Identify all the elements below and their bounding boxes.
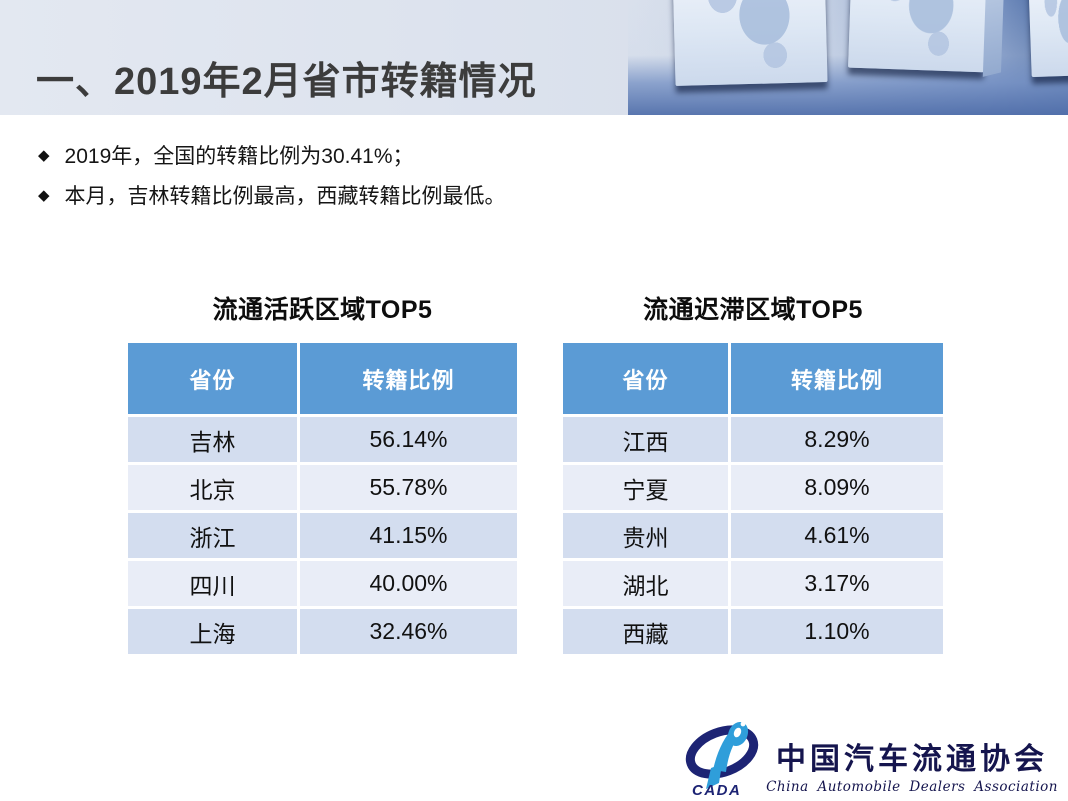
- column-header-ratio: 转籍比例: [731, 343, 943, 414]
- logo-name-english: China Automobile Dealers Association: [766, 779, 1058, 795]
- diamond-bullet-icon: ◆: [38, 147, 50, 164]
- table-cell-province: 浙江: [128, 513, 297, 558]
- table-cell-province: 湖北: [563, 561, 728, 606]
- table-cell-province: 上海: [128, 609, 297, 654]
- active-regions-table: 省份 转籍比例 吉林 56.14% 北京 55.78% 浙江 41.15% 四川…: [128, 343, 517, 654]
- table-cell-ratio: 1.10%: [731, 609, 943, 654]
- table-cell-province: 吉林: [128, 417, 297, 462]
- bullet-item: ◆ 2019年，全国的转籍比例为30.41%；: [38, 141, 506, 169]
- table-cell-ratio: 55.78%: [300, 465, 517, 510]
- table-cell-province: 贵州: [563, 513, 728, 558]
- table-cell-province: 北京: [128, 465, 297, 510]
- bullet-list: ◆ 2019年，全国的转籍比例为30.41%； ◆ 本月，吉林转籍比例最高，西藏…: [38, 141, 506, 221]
- table-cell-ratio: 41.15%: [300, 513, 517, 558]
- table-cell-ratio: 8.09%: [731, 465, 943, 510]
- cada-logo: CADA 中国汽车流通协会 China Automobile Dealers A…: [678, 719, 1058, 797]
- bullet-item: ◆ 本月，吉林转籍比例最高，西藏转籍比例最低。: [38, 181, 506, 209]
- table-cell-province: 江西: [563, 417, 728, 462]
- bullet-text: 本月，吉林转籍比例最高，西藏转籍比例最低。: [64, 185, 506, 208]
- sluggish-regions-table: 省份 转籍比例 江西 8.29% 宁夏 8.09% 贵州 4.61% 湖北 3.…: [563, 343, 943, 654]
- active-regions-table-title: 流通活跃区域TOP5: [212, 296, 433, 324]
- table-cell-ratio: 56.14%: [300, 417, 517, 462]
- cada-emblem-icon: CADA: [685, 721, 759, 797]
- header-band: 一、2019年2月省市转籍情况: [0, 0, 1068, 115]
- diamond-bullet-icon: ◆: [38, 187, 50, 204]
- bullet-text: 2019年，全国的转籍比例为30.41%；: [64, 145, 414, 168]
- column-header-ratio: 转籍比例: [300, 343, 517, 414]
- logo-text-block: 中国汽车流通协会 China Automobile Dealers Associ…: [766, 734, 1058, 797]
- table-cell-ratio: 32.46%: [300, 609, 517, 654]
- table-cell-province: 四川: [128, 561, 297, 606]
- column-header-province: 省份: [128, 343, 297, 414]
- world-map-cube-icon: [848, 0, 988, 73]
- page-title: 一、2019年2月省市转籍情况: [36, 61, 537, 103]
- table-cell-province: 宁夏: [563, 465, 728, 510]
- cada-acronym: CADA: [692, 782, 741, 797]
- sluggish-regions-table-title: 流通迟滞区域TOP5: [643, 296, 863, 324]
- table-cell-province: 西藏: [563, 609, 728, 654]
- table-cell-ratio: 4.61%: [731, 513, 943, 558]
- header-decoration: [628, 0, 1068, 115]
- logo-name-chinese: 中国汽车流通协会: [776, 742, 1049, 777]
- column-header-province: 省份: [563, 343, 728, 414]
- table-cell-ratio: 3.17%: [731, 561, 943, 606]
- table-cell-ratio: 8.29%: [731, 417, 943, 462]
- world-map-cube-icon: [1028, 0, 1068, 78]
- world-map-cube-icon: [672, 0, 828, 86]
- table-cell-ratio: 40.00%: [300, 561, 517, 606]
